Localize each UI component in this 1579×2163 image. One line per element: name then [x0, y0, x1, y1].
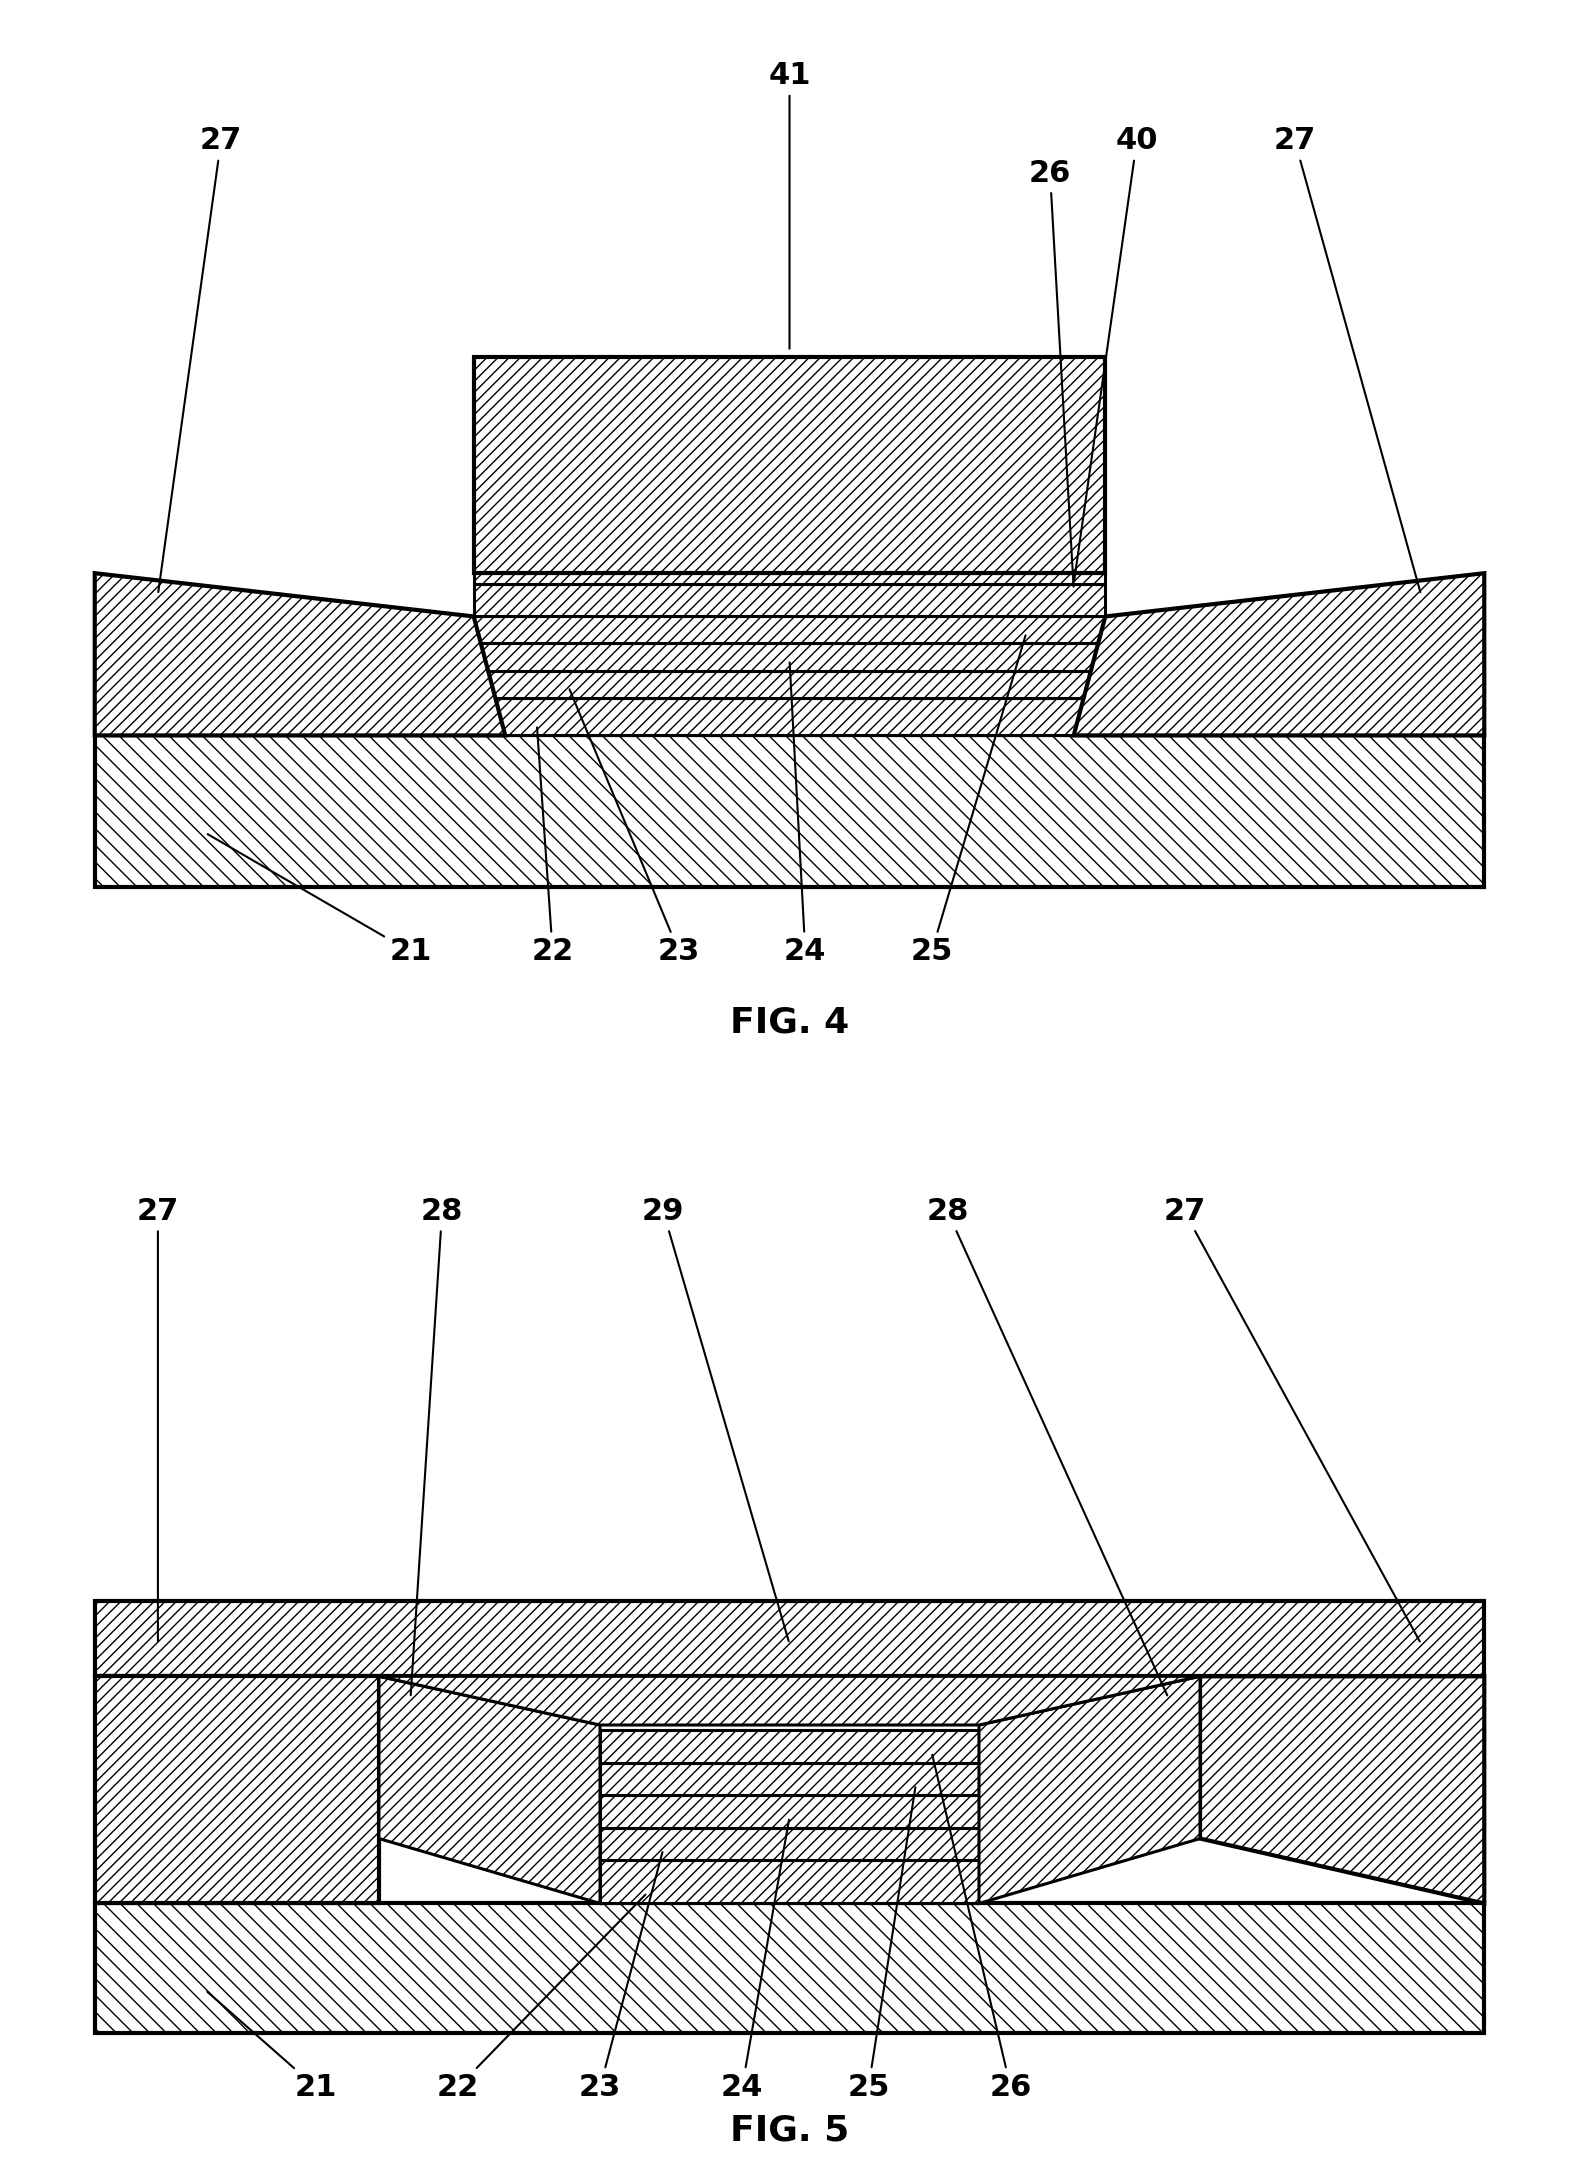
Text: 27: 27: [137, 1196, 178, 1642]
Text: 26: 26: [1030, 158, 1074, 586]
Text: 24: 24: [785, 662, 826, 967]
Polygon shape: [979, 1676, 1200, 1903]
Bar: [474, 357, 1105, 573]
Polygon shape: [1074, 573, 1484, 735]
Text: 22: 22: [532, 727, 573, 967]
Bar: [474, 645, 1105, 671]
Text: 26: 26: [932, 1754, 1031, 2102]
Polygon shape: [95, 1676, 379, 1903]
Text: FIG. 4: FIG. 4: [729, 1006, 850, 1038]
Text: 27: 27: [1274, 125, 1421, 593]
Bar: [95, 1601, 1484, 1676]
Text: 23: 23: [570, 690, 699, 967]
Bar: [600, 1763, 979, 1795]
Bar: [474, 671, 1105, 699]
Text: 21: 21: [208, 835, 431, 967]
Text: FIG. 5: FIG. 5: [729, 2113, 850, 2148]
Text: 28: 28: [927, 1196, 1167, 1696]
Polygon shape: [95, 573, 505, 735]
Bar: [600, 1860, 979, 1903]
Text: 25: 25: [848, 1787, 916, 2102]
Text: 27: 27: [158, 125, 242, 593]
Text: 27: 27: [1164, 1196, 1420, 1642]
Text: 22: 22: [437, 1895, 646, 2102]
Bar: [600, 1730, 979, 1763]
Text: 28: 28: [411, 1196, 463, 1696]
Text: 41: 41: [769, 61, 810, 348]
Text: 25: 25: [911, 636, 1025, 967]
Bar: [474, 573, 1105, 584]
Text: 40: 40: [1074, 125, 1157, 582]
Bar: [600, 1795, 979, 1828]
Text: 21: 21: [207, 1992, 336, 2102]
Text: 23: 23: [579, 1852, 663, 2102]
Polygon shape: [1200, 1676, 1484, 1903]
Bar: [95, 1903, 1484, 2033]
Bar: [95, 735, 1484, 887]
Bar: [600, 1828, 979, 1860]
Bar: [474, 699, 1105, 735]
Bar: [474, 616, 1105, 645]
Bar: [474, 584, 1105, 616]
Polygon shape: [379, 1676, 600, 1903]
Text: 24: 24: [722, 1819, 790, 2102]
Text: 29: 29: [643, 1196, 790, 1642]
Polygon shape: [379, 1676, 1200, 1726]
